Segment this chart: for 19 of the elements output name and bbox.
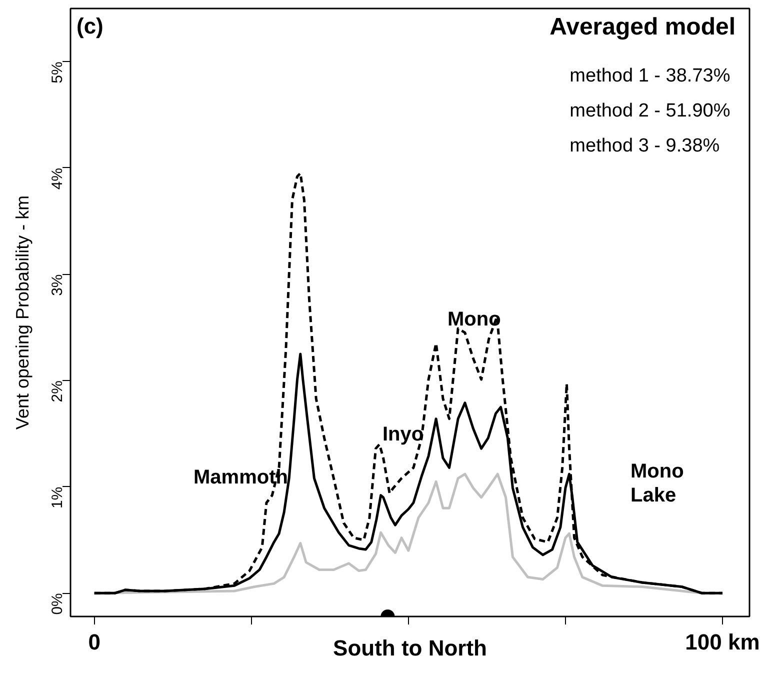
- y-axis-title: Vent opening Probability - km: [12, 195, 32, 430]
- annotation: Mono Lake: [630, 460, 684, 507]
- y-tick-label: 3%: [49, 274, 66, 296]
- annotation: method 3 - 9.38%: [570, 136, 720, 156]
- x-tick-label: 0: [88, 630, 100, 654]
- annotation: Averaged model: [550, 14, 736, 40]
- y-tick-label: 2%: [49, 380, 66, 402]
- y-tick-label: 0%: [49, 593, 66, 615]
- y-tick-label: 5%: [49, 62, 66, 84]
- annotation: Mammoth: [194, 466, 288, 488]
- y-tick-label: 4%: [49, 168, 66, 190]
- y-tick-label: 1%: [49, 486, 66, 508]
- x-axis-title: South to North: [333, 636, 487, 660]
- annotation: (c): [76, 14, 104, 38]
- annotation: Mono: [448, 308, 501, 330]
- x-tick-label: 100 km: [685, 630, 760, 654]
- annotation: Inyo: [382, 424, 424, 446]
- annotation: method 2 - 51.90%: [570, 100, 730, 122]
- annotation: method 1 - 38.73%: [570, 66, 730, 86]
